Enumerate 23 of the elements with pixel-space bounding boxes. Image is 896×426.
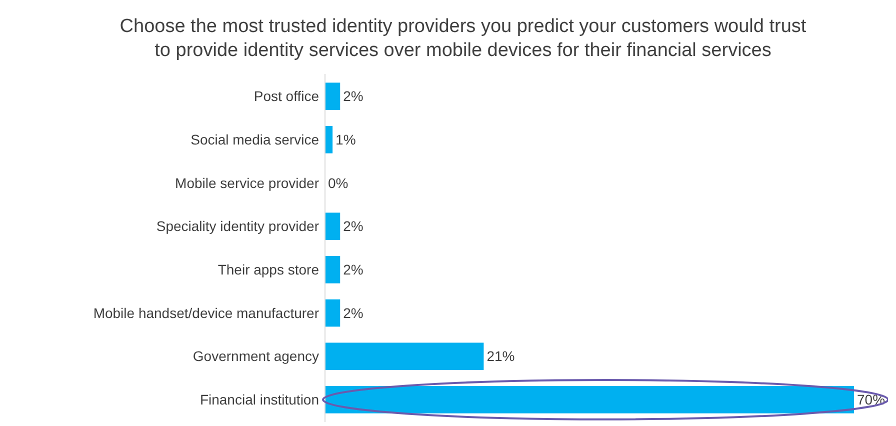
data-label: 2% — [343, 218, 364, 234]
y-tick-label: Their apps store — [218, 262, 320, 278]
data-label: 2% — [343, 304, 364, 321]
y-tick-label: Financial institution — [200, 392, 319, 408]
bar — [325, 126, 333, 154]
y-tick-label: Social media service — [190, 132, 320, 148]
y-tick-label: Government agency — [192, 348, 319, 364]
data-label: 21% — [486, 348, 515, 364]
y-tick-label: Speciality identity provider — [156, 218, 320, 234]
bar — [325, 212, 340, 240]
data-label: 1% — [336, 132, 356, 148]
data-label: 2% — [343, 262, 364, 278]
bar — [325, 342, 484, 370]
data-label: 0% — [328, 174, 348, 191]
data-label: 2% — [343, 88, 364, 104]
chart-title: Choose the most trusted identity providers you predict your customers would trust to provide identity services over mobile devices for their financial services — [120, 16, 807, 61]
bar — [325, 386, 854, 414]
y-tick-label: Post office — [254, 88, 320, 104]
bar — [325, 82, 340, 110]
bar — [325, 256, 340, 284]
bar — [325, 299, 340, 327]
y-tick-label: Mobile service provider — [175, 174, 320, 191]
y-tick-label: Mobile handset/device manufacturer — [93, 304, 320, 321]
